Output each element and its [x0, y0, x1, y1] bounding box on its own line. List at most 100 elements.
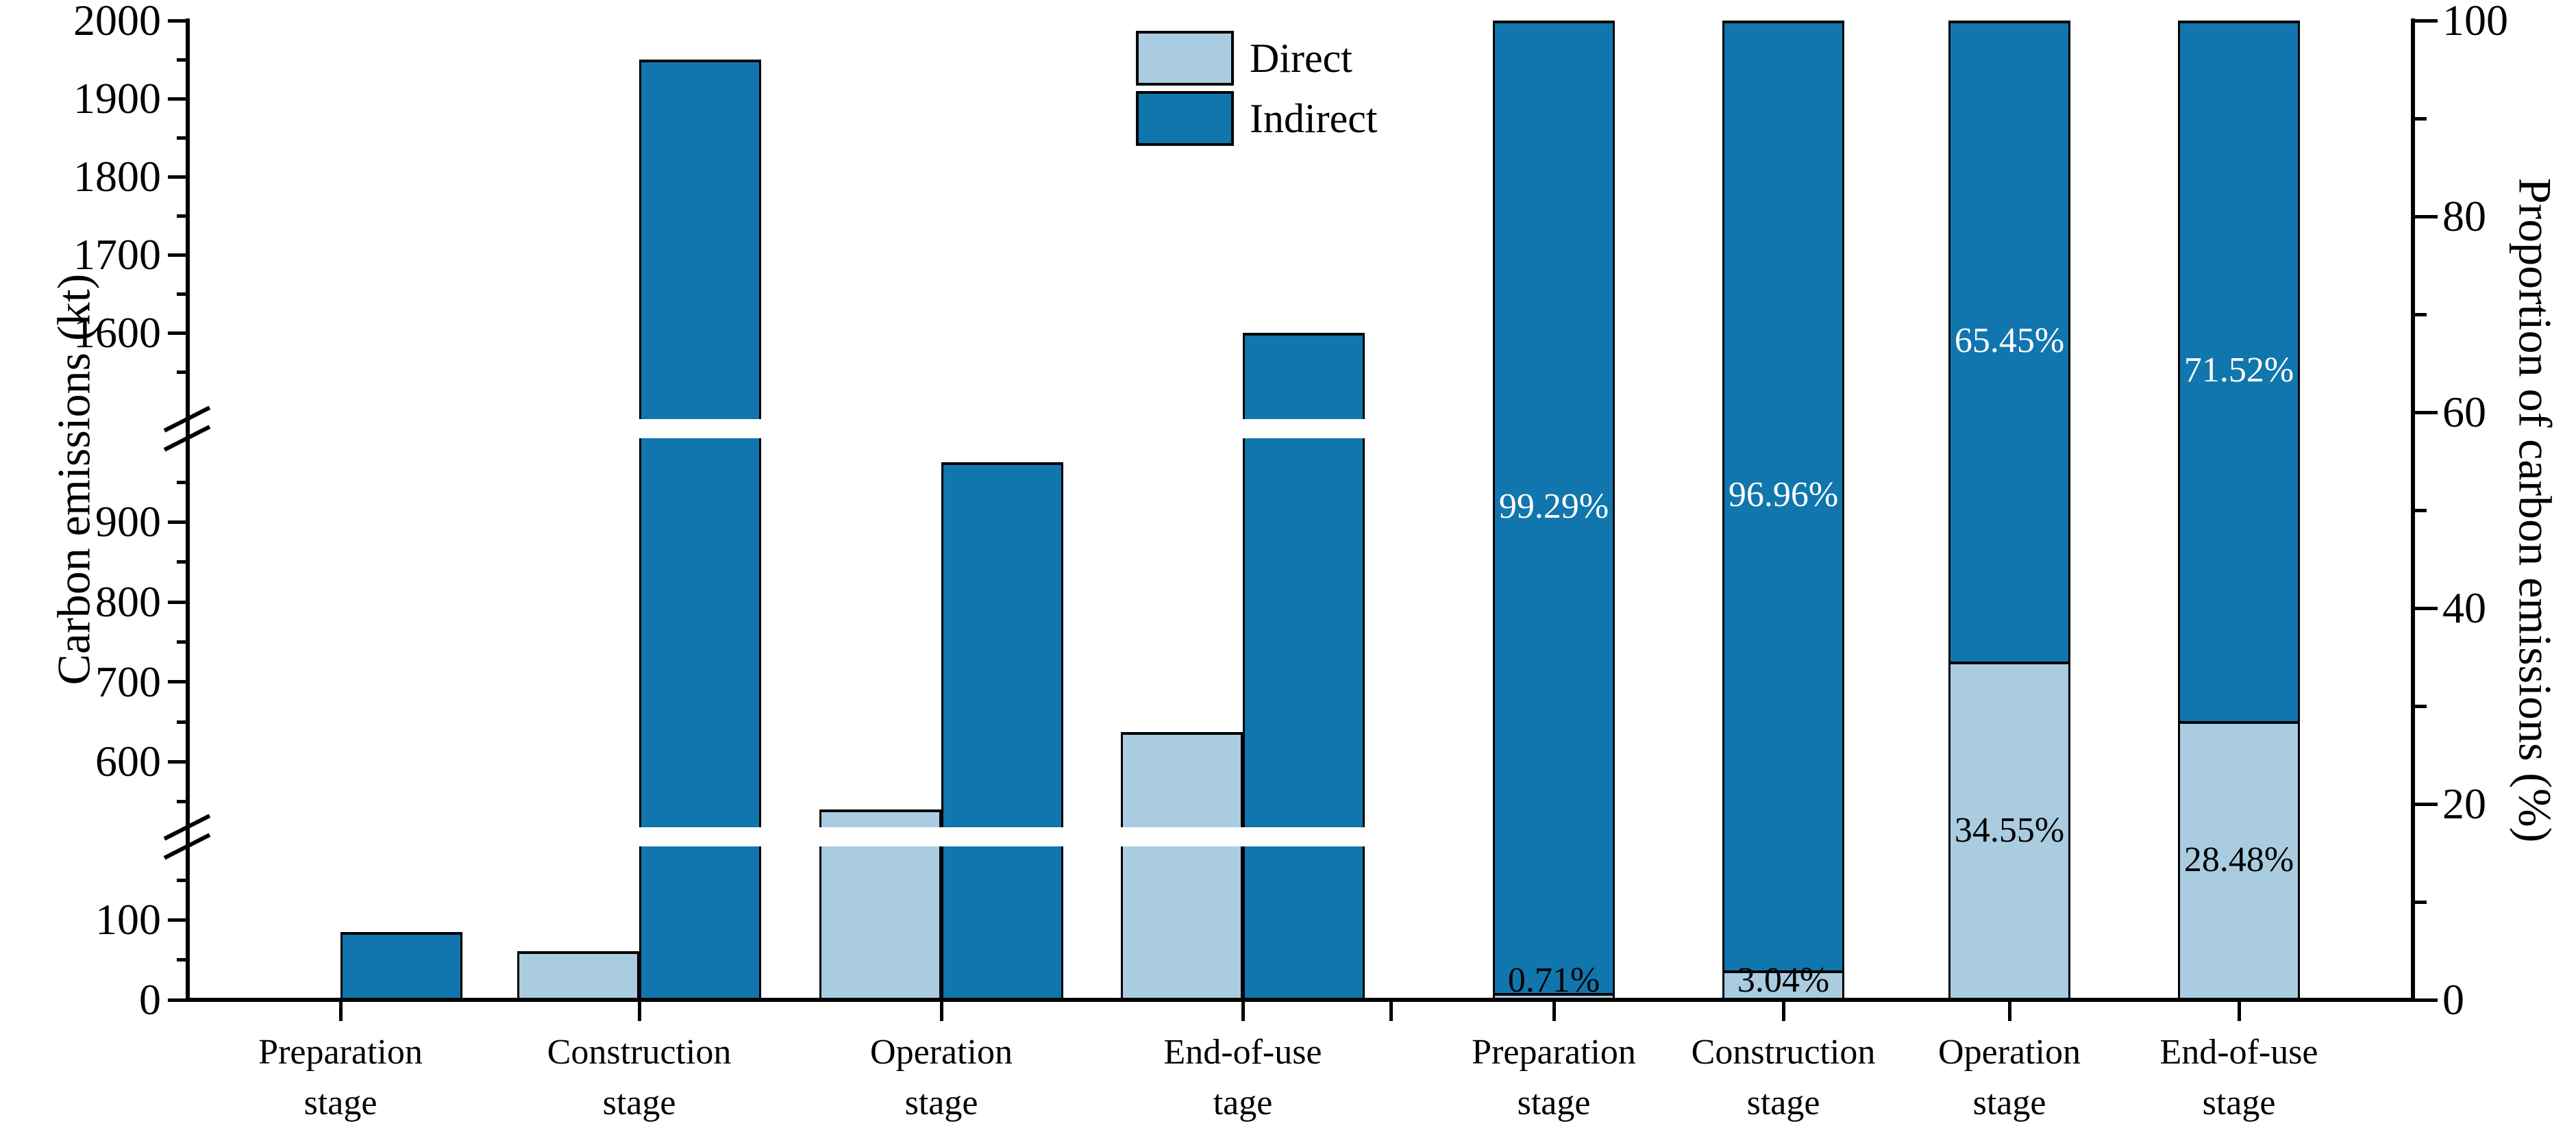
bar-direct-construction	[517, 951, 639, 1000]
value-label-indirect-preparation: 99.29%	[1498, 486, 1609, 526]
stacked-bar-indirect-operation	[1948, 21, 2070, 662]
legend-label-direct: Direct	[1250, 36, 1352, 81]
legend-swatch-direct	[1136, 31, 1234, 86]
right-y-tick-label: 40	[2442, 583, 2486, 632]
bar-indirect-end-of-use	[1243, 333, 1365, 419]
legend-label-indirect: Indirect	[1250, 96, 1378, 141]
right-y-axis-title: Proportion of carbon emissions (%)	[2509, 177, 2562, 843]
bar-indirect-construction	[639, 60, 761, 419]
x-axis-tick	[1389, 1002, 1393, 1021]
x-category-label: End-of-use tage	[1163, 1033, 1322, 1122]
stacked-bar-direct-end-of-use	[2178, 720, 2300, 1000]
bar-direct-operation	[819, 809, 941, 827]
x-axis-tick	[939, 1002, 943, 1021]
left-y-tick-label: 800	[95, 577, 161, 627]
x-category-label: Operation stage	[1938, 1033, 2081, 1122]
left-y-axis-major-tick	[168, 253, 186, 257]
x-category-label: Preparation stage	[1472, 1033, 1636, 1122]
right-y-axis-major-tick	[2415, 802, 2438, 806]
right-y-axis-minor-tick	[2415, 312, 2427, 316]
value-label-direct-end-of-use: 28.48%	[2183, 840, 2294, 880]
value-label-indirect-construction: 96.96%	[1728, 475, 1839, 515]
x-category-label: Operation stage	[870, 1033, 1013, 1122]
left-y-axis-major-tick	[168, 520, 186, 524]
left-y-tick-label: 0	[139, 975, 161, 1024]
left-y-axis-minor-tick	[177, 720, 186, 724]
right-y-axis-major-tick	[2415, 606, 2438, 610]
left-y-axis-minor-tick	[177, 800, 186, 804]
bar-indirect-operation	[941, 462, 1063, 827]
left-y-tick-label: 2000	[73, 0, 161, 45]
stacked-bar-indirect-preparation	[1493, 21, 1615, 993]
legend-swatch-indirect	[1136, 91, 1234, 146]
right-y-axis-major-tick	[2415, 998, 2438, 1002]
left-y-axis-major-tick	[168, 680, 186, 684]
left-y-axis-minor-tick	[177, 958, 186, 962]
right-y-axis-minor-tick	[2415, 508, 2427, 512]
right-y-axis-minor-tick	[2415, 116, 2427, 121]
right-y-tick-label: 60	[2442, 388, 2486, 436]
x-axis-tick	[2007, 1002, 2011, 1021]
left-y-axis-minor-tick	[177, 136, 186, 140]
x-category-label: End-of-use stage	[2159, 1033, 2318, 1122]
left-y-axis-minor-tick	[177, 370, 186, 375]
bar-indirect-operation	[941, 846, 1063, 1000]
x-axis-tick	[1781, 1002, 1785, 1021]
left-y-axis-minor-tick	[177, 292, 186, 296]
left-y-axis-major-tick	[168, 97, 186, 101]
left-y-axis-minor-tick	[177, 878, 186, 882]
left-y-axis-minor-tick	[177, 560, 186, 564]
stacked-bar-indirect-construction	[1722, 21, 1844, 970]
bar-indirect-construction	[639, 846, 761, 1000]
left-y-tick-label: 100	[95, 895, 161, 944]
x-category-label: Construction stage	[547, 1033, 732, 1122]
left-y-tick-label: 900	[95, 497, 161, 546]
left-y-axis-minor-tick	[177, 58, 186, 62]
x-category-label: Preparation stage	[258, 1033, 423, 1122]
stacked-bar-direct-construction	[1722, 970, 1844, 1000]
x-axis-tick	[1241, 1002, 1245, 1021]
x-axis-tick	[2237, 1002, 2241, 1021]
right-y-tick-label: 20	[2442, 779, 2486, 828]
bar-indirect-end-of-use	[1243, 438, 1365, 827]
left-y-axis-major-tick	[168, 600, 186, 604]
right-y-axis-minor-tick	[2415, 704, 2427, 708]
bar-direct-end-of-use	[1121, 846, 1243, 1000]
x-axis-tick	[338, 1002, 343, 1021]
bar-indirect-construction	[639, 438, 761, 827]
left-y-axis-minor-tick	[177, 214, 186, 218]
value-label-indirect-operation: 65.45%	[1954, 320, 2065, 360]
bar-indirect-preparation	[340, 931, 462, 1000]
right-y-axis-major-tick	[2415, 410, 2438, 414]
left-y-axis-minor-tick	[177, 480, 186, 484]
left-y-tick-label: 1900	[73, 74, 161, 123]
stacked-bar-indirect-end-of-use	[2178, 21, 2300, 721]
left-y-axis-major-tick	[168, 998, 186, 1002]
right-y-tick-label: 80	[2442, 192, 2486, 240]
left-y-axis-major-tick	[168, 331, 186, 335]
right-y-axis-major-tick	[2415, 214, 2438, 218]
stacked-bar-direct-preparation	[1493, 992, 1615, 1000]
value-label-indirect-end-of-use: 71.52%	[2183, 351, 2294, 390]
left-y-tick-label: 1800	[73, 152, 161, 201]
right-y-axis-minor-tick	[2415, 900, 2427, 904]
bar-direct-end-of-use	[1121, 732, 1243, 827]
left-y-tick-label: 600	[95, 737, 161, 786]
right-y-tick-label: 100	[2442, 0, 2508, 45]
bar-indirect-end-of-use	[1243, 846, 1365, 1000]
bar-direct-operation	[819, 846, 941, 1000]
left-y-axis-major-tick	[168, 759, 186, 764]
value-label-direct-construction: 3.04%	[1737, 961, 1830, 1000]
value-label-direct-preparation: 0.71%	[1507, 961, 1600, 1000]
x-axis-line	[186, 998, 2414, 1002]
right-y-tick-label: 0	[2442, 975, 2464, 1024]
left-y-axis-major-tick	[168, 175, 186, 179]
right-y-axis-line	[2411, 18, 2415, 1002]
left-y-tick-label: 700	[95, 657, 161, 706]
left-y-axis-line	[186, 18, 190, 1002]
value-label-direct-operation: 34.55%	[1954, 810, 2065, 850]
left-y-tick-label: 1600	[73, 308, 161, 357]
left-y-axis-minor-tick	[177, 640, 186, 644]
x-axis-tick	[637, 1002, 641, 1021]
